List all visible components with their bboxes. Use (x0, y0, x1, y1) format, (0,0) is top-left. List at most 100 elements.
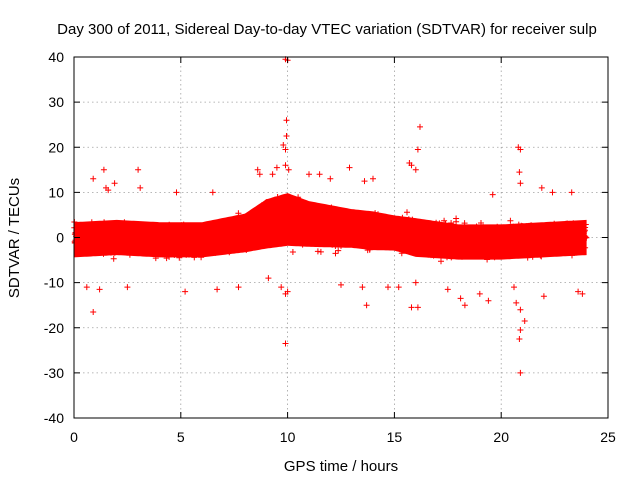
data-point (544, 222, 551, 229)
data-point (527, 236, 534, 243)
data-point (82, 240, 89, 247)
data-point (409, 236, 416, 242)
data-point (265, 209, 272, 216)
y-tick-label: 30 (48, 94, 64, 110)
y-tick-label: -10 (44, 275, 64, 291)
data-point (427, 245, 433, 252)
data-point (332, 243, 339, 249)
data-point (472, 240, 479, 247)
data-point (397, 230, 404, 237)
data-point (122, 248, 129, 255)
data-point (538, 253, 545, 260)
data-point (278, 284, 285, 291)
data-point (484, 256, 491, 263)
data-point (528, 222, 535, 229)
data-point (510, 223, 517, 230)
data-point (273, 164, 280, 171)
data-point (399, 246, 406, 253)
data-point (418, 234, 424, 241)
data-point (261, 237, 268, 244)
data-point (189, 233, 196, 240)
data-point (217, 246, 224, 253)
data-point (454, 238, 461, 245)
data-point (301, 234, 308, 241)
data-point (256, 226, 263, 233)
data-point (316, 238, 323, 245)
data-point (556, 222, 563, 229)
data-point (280, 235, 287, 242)
data-point (163, 224, 170, 231)
data-point (146, 227, 153, 233)
data-point (307, 210, 314, 217)
data-point (554, 228, 561, 235)
data-point (90, 246, 97, 253)
data-point (410, 222, 417, 229)
data-point (129, 239, 136, 246)
data-point (465, 248, 472, 255)
data-point (319, 208, 326, 215)
data-point (398, 250, 405, 257)
data-point (342, 222, 349, 229)
data-point (412, 166, 419, 173)
data-point (401, 242, 407, 249)
data-point (507, 217, 514, 224)
data-point (291, 196, 298, 202)
data-point (225, 236, 232, 243)
data-point (451, 242, 458, 249)
data-point (478, 247, 485, 253)
data-point (398, 239, 405, 246)
data-point (281, 195, 288, 201)
data-point (154, 231, 161, 238)
data-point (559, 225, 566, 232)
data-point (231, 223, 238, 230)
data-point (72, 239, 79, 246)
data-point (243, 241, 250, 248)
data-point (440, 246, 446, 253)
data-point (285, 166, 292, 173)
data-point (406, 221, 413, 227)
data-point (476, 290, 483, 297)
data-point (286, 226, 293, 233)
data-point (158, 222, 165, 229)
data-point (515, 221, 522, 228)
data-point (338, 281, 344, 288)
data-point (430, 236, 437, 243)
data-points (71, 56, 590, 376)
data-point (111, 180, 118, 187)
data-point (459, 253, 465, 260)
data-point (235, 284, 242, 291)
data-point (546, 237, 553, 244)
data-point (105, 187, 112, 194)
data-point (216, 241, 222, 248)
data-point (399, 214, 406, 221)
data-point (417, 250, 424, 257)
data-point (83, 284, 90, 291)
data-point (555, 234, 562, 241)
data-point (366, 246, 373, 253)
data-point (410, 227, 417, 234)
data-point (179, 225, 186, 232)
data-point (332, 214, 339, 221)
data-point (560, 224, 567, 231)
data-point (510, 247, 517, 254)
data-point (451, 227, 458, 234)
data-point (437, 230, 444, 237)
data-point (282, 340, 289, 347)
data-point (166, 253, 173, 260)
data-point (240, 224, 247, 231)
data-point (224, 223, 231, 230)
data-point (466, 238, 473, 245)
data-point (99, 222, 106, 229)
data-point (489, 240, 496, 247)
data-point (274, 194, 281, 200)
data-point (324, 225, 331, 232)
data-point (253, 234, 260, 241)
data-point (110, 255, 117, 262)
data-point (385, 284, 391, 291)
data-point (306, 171, 312, 178)
data-point (136, 235, 142, 242)
data-point (514, 225, 521, 232)
data-point (176, 254, 183, 261)
data-point (221, 235, 227, 242)
